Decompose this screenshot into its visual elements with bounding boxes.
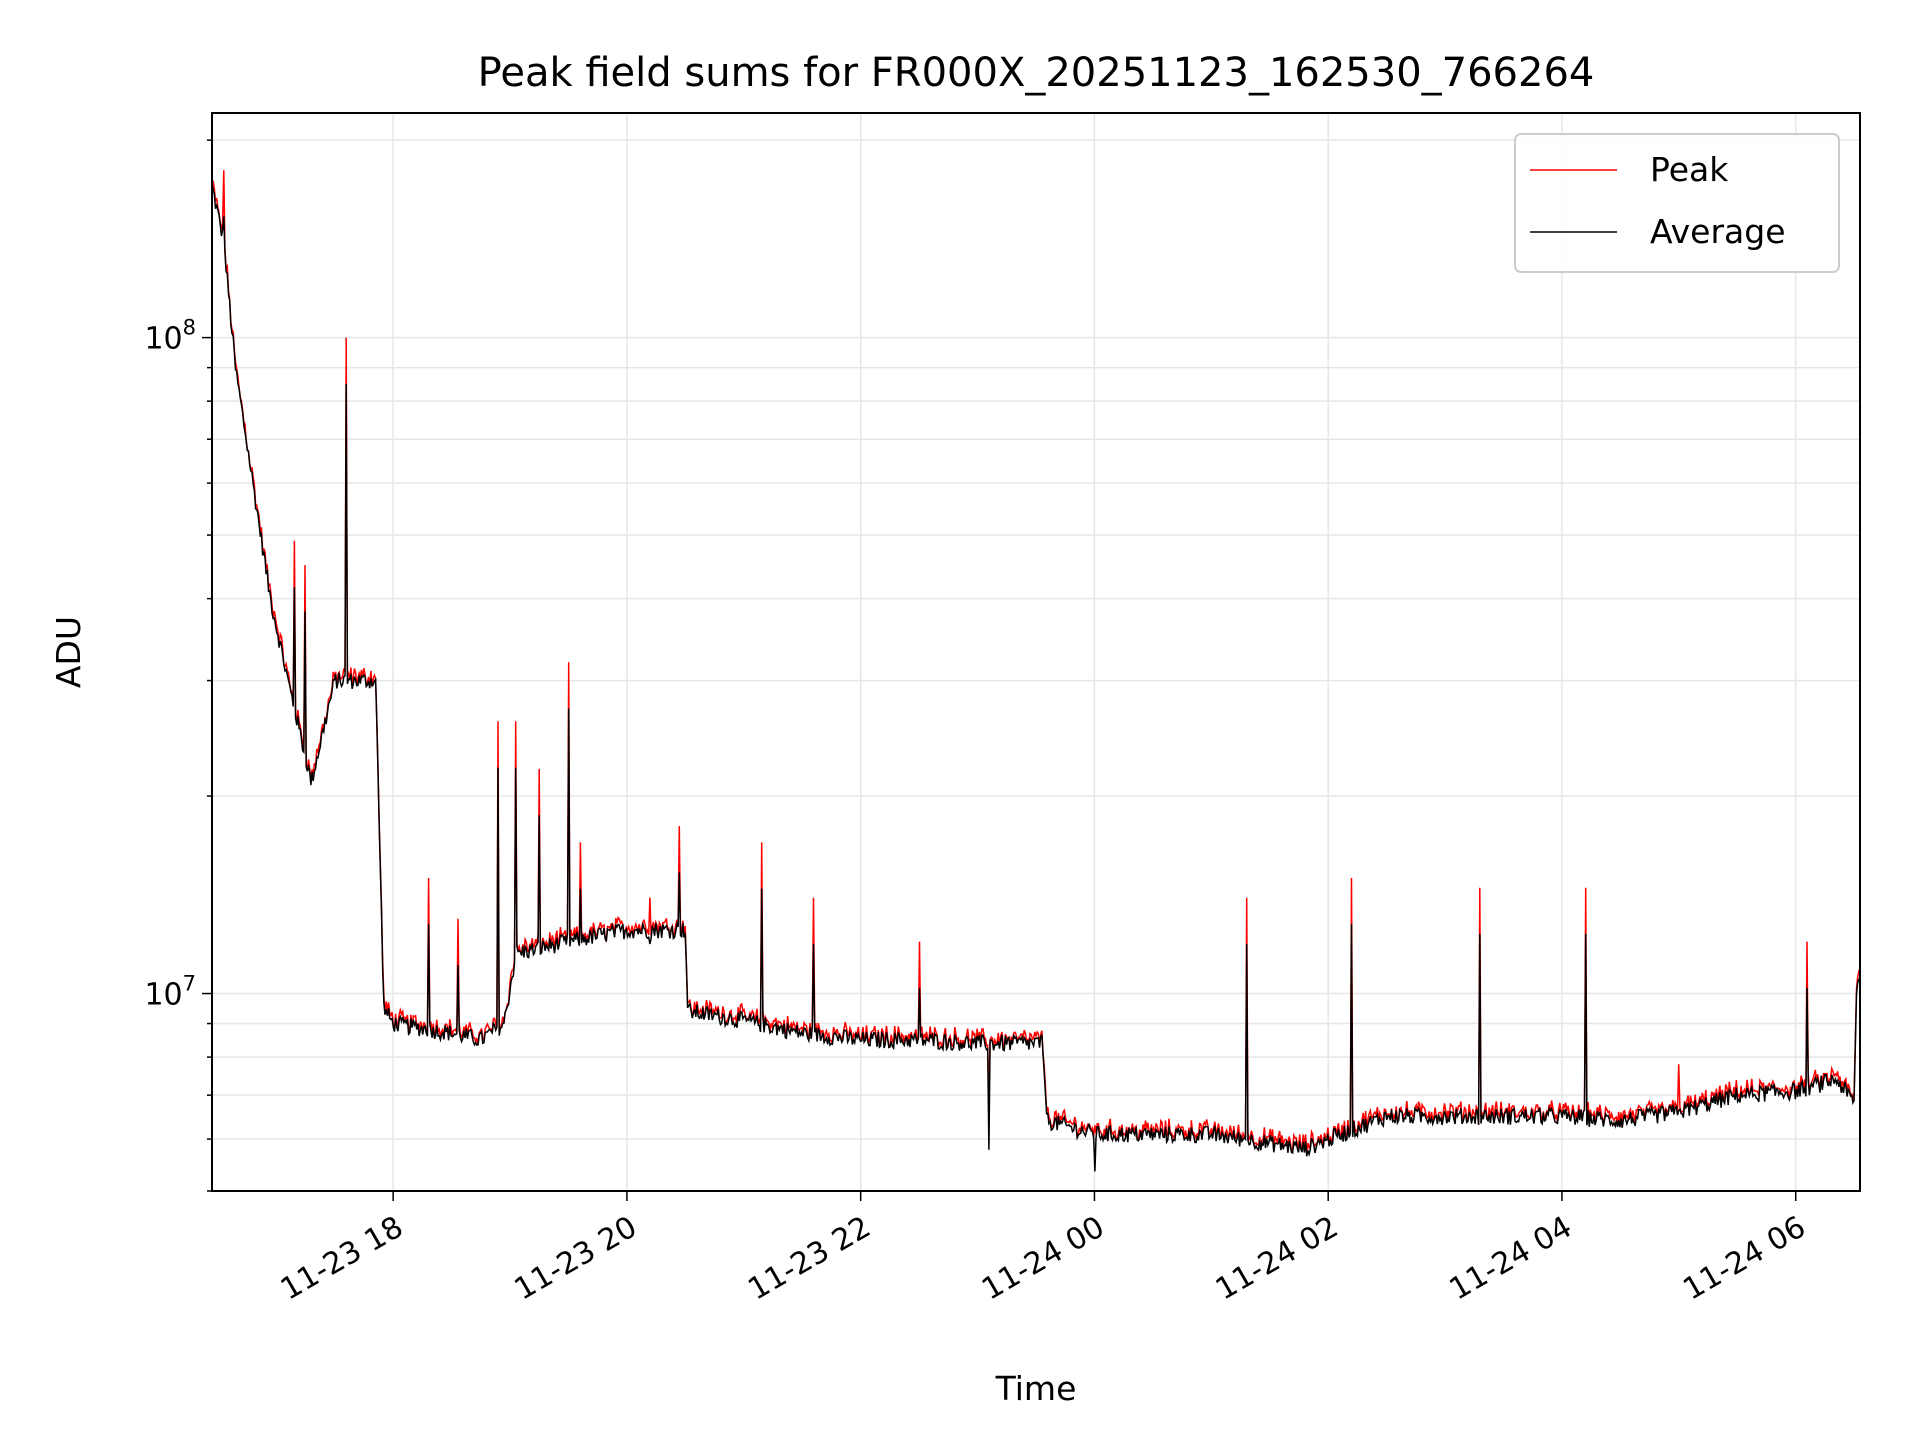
y-tick-label: 107 xyxy=(144,972,196,1013)
chart-title: Peak field sums for FR000X_20251123_1625… xyxy=(478,50,1595,96)
legend: Peak Average xyxy=(1514,133,1840,273)
plot-frame xyxy=(211,112,1861,1192)
x-axis-label: Time xyxy=(995,1369,1077,1408)
legend-box xyxy=(1514,133,1840,273)
series-line-average xyxy=(211,183,1861,1172)
series-layer xyxy=(211,170,1861,1172)
y-axis: 107 108 xyxy=(144,139,212,1192)
legend-label-peak: Peak xyxy=(1650,150,1729,189)
y-axis-label: ADU xyxy=(49,616,88,688)
legend-label-average: Average xyxy=(1650,212,1786,251)
y-tick-label: 108 xyxy=(144,316,196,357)
